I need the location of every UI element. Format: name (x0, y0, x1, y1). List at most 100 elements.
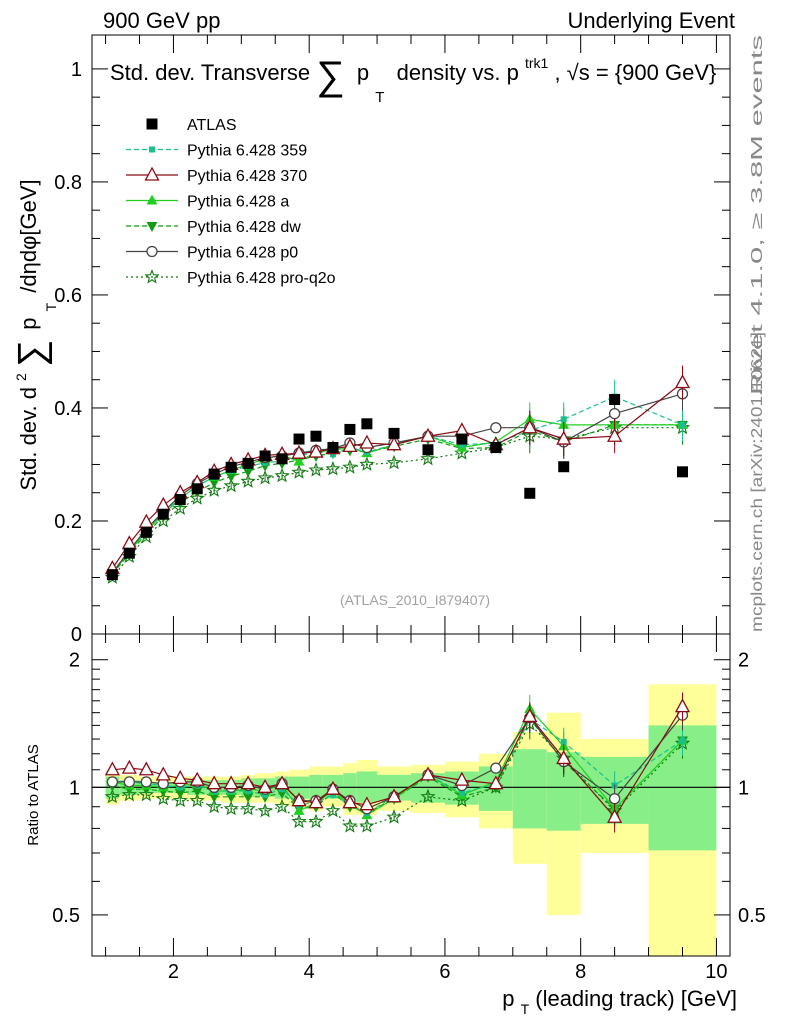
point-atlas (293, 433, 305, 445)
series-line-pythia-6-428-370 (111, 382, 683, 569)
ratio-point-pythia-6-428-370 (342, 794, 358, 809)
ratio-point-pythia-6-428-370 (359, 796, 375, 811)
ratio-point-pythia-6-428-pro-q2o (386, 809, 402, 824)
xlabel-rest: (leading track) [GeV] (535, 986, 737, 1011)
ratio-point-pythia-6-428-370 (308, 794, 324, 809)
ratio-point-pythia-6-428-a (293, 804, 305, 815)
legend-label-pythia-6-428-p0: Pythia 6.428 p0 (187, 245, 298, 262)
ylabel-sum-symbol: ∑ (11, 340, 53, 367)
point-pythia-6-428-370 (308, 443, 324, 458)
plot-title: Std. dev. Transverse ∑ p T density vs. p… (110, 48, 716, 107)
ratio-panel-ticks: 0.5 0.5 1 1 2 2 2 4 6 8 10 (52, 634, 766, 983)
point-pythia-6-428-359 (458, 441, 465, 448)
header-left: 900 GeV pp (103, 8, 220, 33)
ratio-y-tick-label-right: 2 (738, 650, 749, 672)
point-atlas (191, 483, 203, 495)
mcplots-label-group: mcplots.cern.ch [arXiv:2401.10621] (749, 332, 766, 632)
legend-marker-pythia-6-428-359 (149, 146, 155, 153)
point-pythia-6-428-pro-q2o (325, 460, 341, 476)
point-atlas (310, 430, 322, 442)
ratio-point-pythia-6-428-pro-q2o (359, 818, 375, 833)
point-pythia-6-428-pro-q2o (420, 450, 436, 466)
point-pythia-6-428-p0 (608, 407, 621, 420)
ratio-y-tick-label-right: 1 (738, 777, 749, 799)
ratio-point-pythia-6-428-pro-q2o (172, 792, 188, 808)
legend-label-pythia-6-428-dw: Pythia 6.428 dw (187, 219, 301, 236)
ratio-y-tick-label: 0.5 (52, 905, 80, 927)
ratio-point-pythia-6-428-370 (607, 808, 623, 823)
ratio-point-pythia-6-428-370 (257, 778, 273, 793)
legend-label-pythia-6-428-a: Pythia 6.428 a (187, 194, 289, 211)
point-atlas (456, 433, 468, 445)
x-tick-label: 8 (575, 961, 586, 983)
ratio-point-pythia-6-428-pro-q2o (325, 802, 341, 818)
point-atlas (106, 569, 118, 581)
point-pythia-6-428-pro-q2o (189, 490, 205, 505)
xlabel-p: p (502, 986, 514, 1011)
ratio-point-pythia-6-428-pro-q2o (121, 786, 137, 802)
ratio-point-pythia-6-428-370 (674, 698, 691, 713)
title-part-c: , √s = {900 GeV} (554, 60, 716, 85)
point-pythia-6-428-dw (208, 478, 220, 489)
point-atlas (422, 444, 434, 456)
top-y-tick-label: 1 (71, 59, 82, 81)
point-atlas (157, 508, 169, 520)
ratio-point-pythia-6-428-pro-q2o (257, 802, 273, 818)
top-panel-marks (104, 365, 691, 584)
title-p: p (357, 60, 369, 85)
ylabel-part-a: Std. dev. d (16, 387, 41, 491)
point-pythia-6-428-a (293, 455, 305, 466)
title-sub-t: T (375, 89, 384, 106)
point-pythia-6-428-370 (342, 438, 358, 453)
ratio-point-pythia-6-428-pro-q2o (206, 798, 222, 814)
ylabel-sub-t: T (43, 302, 59, 311)
rivet-label-group: Rivet 4.1.0, ≥ 3.8M events (749, 35, 766, 395)
point-pythia-6-428-pro-q2o (206, 482, 222, 497)
ratio-point-pythia-6-428-dw (174, 788, 186, 799)
point-atlas (140, 526, 152, 538)
point-atlas (208, 468, 220, 480)
point-pythia-6-428-370 (155, 496, 171, 511)
point-pythia-6-428-370 (359, 434, 375, 449)
ratio-point-pythia-6-428-370 (488, 775, 504, 790)
point-pythia-6-428-pro-q2o (257, 469, 273, 485)
point-atlas (490, 442, 502, 454)
point-atlas (609, 393, 621, 405)
point-atlas (276, 453, 288, 465)
analysis-watermark: (ATLAS_2010_I879407) (340, 592, 490, 608)
point-pythia-6-428-pro-q2o (386, 454, 402, 470)
point-atlas (327, 442, 339, 454)
title-part-b: density vs. p (397, 60, 519, 85)
point-pythia-6-428-370 (386, 436, 402, 451)
ratio-point-pythia-6-428-370 (454, 771, 470, 786)
title-sup-trk1: trk1 (525, 55, 549, 71)
ratio-point-pythia-6-428-370 (206, 775, 222, 790)
ratio-point-pythia-6-428-370 (291, 792, 307, 807)
ratio-point-pythia-6-428-p0 (608, 793, 621, 805)
point-atlas (225, 461, 237, 473)
legend-label-pythia-6-428-359: Pythia 6.428 359 (187, 143, 307, 160)
point-atlas (388, 427, 400, 439)
point-pythia-6-428-pro-q2o (359, 456, 375, 471)
series-line-pythia-6-428-dw (111, 424, 683, 575)
x-tick-label: 4 (304, 961, 315, 983)
ylabel-part-b: /dηdφ[GeV] (16, 179, 41, 292)
title-part-a: Std. dev. Transverse (110, 60, 310, 85)
point-pythia-6-428-pro-q2o (291, 464, 307, 479)
point-atlas (174, 494, 186, 506)
legend-label-pythia-6-428-370: Pythia 6.428 370 (187, 168, 307, 185)
ratio-point-pythia-6-428-pro-q2o (342, 818, 358, 833)
ratio-point-pythia-6-428-370 (138, 761, 154, 776)
ratio-point-pythia-6-428-pro-q2o (155, 790, 171, 806)
point-pythia-6-428-359 (560, 416, 567, 423)
point-atlas (524, 487, 536, 499)
point-atlas (558, 461, 570, 473)
ratio-point-pythia-6-428-dw (242, 792, 254, 803)
point-pythia-6-428-pro-q2o (342, 459, 358, 474)
ratio-point-pythia-6-428-370 (172, 769, 188, 784)
ratio-y-tick-label-right: 0.5 (738, 905, 766, 927)
ratio-y-tick-label: 2 (69, 650, 80, 672)
ratio-point-pythia-6-428-pro-q2o (274, 798, 290, 814)
ratio-panel-bands (92, 684, 730, 956)
